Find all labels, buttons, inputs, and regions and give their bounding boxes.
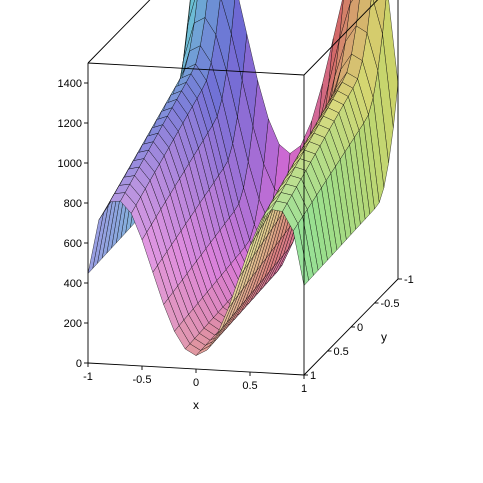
y-tick-label: -0.5 xyxy=(381,298,400,310)
z-tick-label: 1200 xyxy=(58,118,82,130)
x-tick-label: 0 xyxy=(193,377,199,389)
x-tick-label: 1 xyxy=(301,383,307,395)
x-tick-label: -1 xyxy=(83,371,93,383)
y-tick-label: 0 xyxy=(357,322,363,334)
box-edge xyxy=(87,62,305,76)
z-tick-label: 600 xyxy=(64,238,82,250)
z-tick-label: 0 xyxy=(76,358,82,370)
box-edge xyxy=(303,0,379,76)
y-axis-title: y xyxy=(381,330,387,344)
box-edge xyxy=(87,0,151,64)
z-axis: 0 200 400 600 800 1000 1200 1400 xyxy=(58,78,88,370)
surface-mesh xyxy=(87,0,399,356)
y-tick-label: 0.5 xyxy=(334,346,349,358)
x-axis-title: x xyxy=(193,398,199,412)
z-tick-label: 800 xyxy=(64,198,82,210)
x-tick-label: 0.5 xyxy=(242,380,257,392)
z-tick-label: 1400 xyxy=(58,78,82,90)
z-tick-label: 1000 xyxy=(58,158,82,170)
y-axis: -1 -0.5 0 0.5 1 xyxy=(304,274,414,382)
z-tick-label: 200 xyxy=(64,318,82,330)
x-axis: -1 -0.5 0 0.5 1 xyxy=(83,363,307,395)
y-tick-label: 1 xyxy=(310,370,316,382)
y-tick-label: -1 xyxy=(404,274,414,286)
z-tick-label: 400 xyxy=(64,278,82,290)
x-tick-label: -0.5 xyxy=(133,374,152,386)
surface-patch xyxy=(87,212,104,275)
